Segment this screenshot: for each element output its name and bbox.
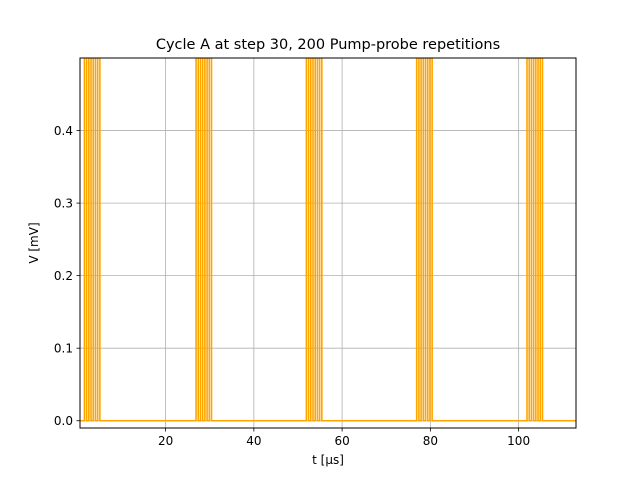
series-line: [80, 58, 576, 422]
axis-ticks: 20 40 60 80 100 0.0 0.1 0.2 0.3 0.4: [54, 124, 530, 448]
y-axis-label: V [mV]: [27, 222, 41, 263]
x-axis-label-main: t: [312, 453, 317, 467]
x-tick-label: 40: [246, 434, 261, 448]
x-tick-label: 20: [158, 434, 173, 448]
x-axis-label: t [μs]: [312, 453, 344, 467]
y-tick-label: 0.4: [54, 124, 73, 138]
y-tick-label: 0.0: [54, 414, 73, 428]
y-tick-label: 0.1: [54, 342, 73, 356]
x-tick-label: 60: [334, 434, 349, 448]
plot-frame: [79, 57, 577, 429]
x-axis-label-unit: [μs]: [321, 453, 344, 467]
y-tick-label: 0.2: [54, 269, 73, 283]
chart-title: Cycle A at step 30, 200 Pump-probe repet…: [156, 37, 500, 53]
x-tick-label: 100: [507, 434, 530, 448]
x-tick-label: 80: [423, 434, 438, 448]
series-signal: [80, 58, 576, 422]
y-tick-label: 0.3: [54, 197, 73, 211]
